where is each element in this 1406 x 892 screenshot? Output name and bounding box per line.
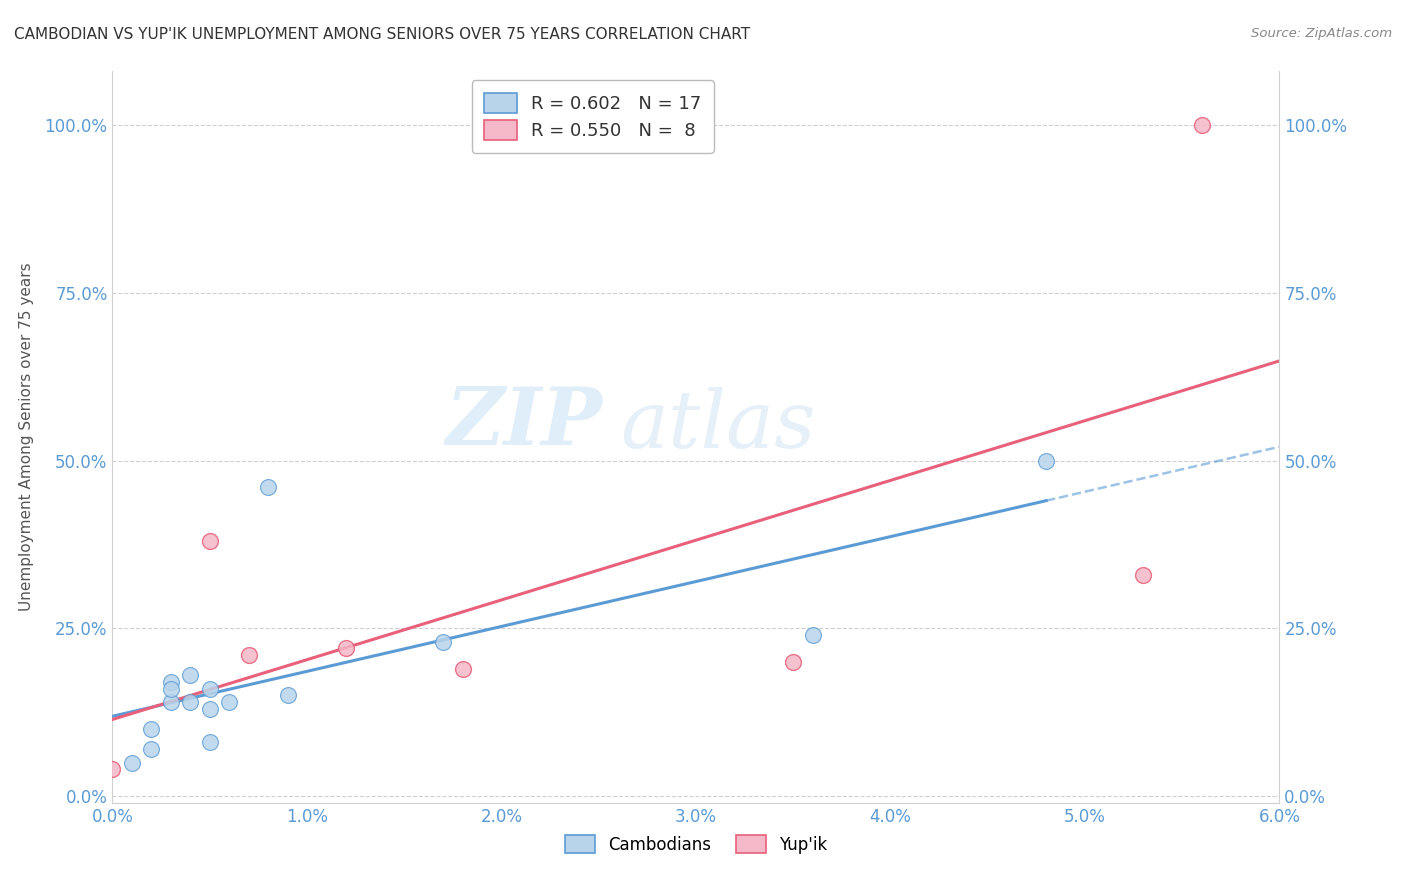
Point bbox=[1035, 453, 1057, 467]
Text: atlas: atlas bbox=[620, 387, 815, 465]
Point bbox=[276, 689, 298, 703]
Point bbox=[179, 695, 201, 709]
Point bbox=[335, 641, 357, 656]
Point bbox=[782, 655, 804, 669]
Point bbox=[198, 702, 221, 716]
Point bbox=[160, 675, 183, 690]
Point bbox=[1132, 567, 1154, 582]
Point bbox=[257, 480, 280, 494]
Point bbox=[198, 735, 221, 749]
Point bbox=[179, 668, 201, 682]
Point bbox=[198, 534, 221, 549]
Point bbox=[801, 628, 824, 642]
Point bbox=[238, 648, 260, 662]
Point bbox=[432, 634, 454, 648]
Point bbox=[121, 756, 143, 770]
Point bbox=[160, 681, 183, 696]
Text: Source: ZipAtlas.com: Source: ZipAtlas.com bbox=[1251, 27, 1392, 40]
Y-axis label: Unemployment Among Seniors over 75 years: Unemployment Among Seniors over 75 years bbox=[18, 263, 34, 611]
Point bbox=[218, 695, 240, 709]
Legend: Cambodians, Yup'ik: Cambodians, Yup'ik bbox=[558, 829, 834, 860]
Point bbox=[160, 695, 183, 709]
Point bbox=[141, 722, 163, 736]
Point bbox=[451, 662, 474, 676]
Point bbox=[141, 742, 163, 756]
Point bbox=[198, 681, 221, 696]
Text: ZIP: ZIP bbox=[446, 384, 603, 461]
Point bbox=[1191, 118, 1213, 132]
Text: CAMBODIAN VS YUP'IK UNEMPLOYMENT AMONG SENIORS OVER 75 YEARS CORRELATION CHART: CAMBODIAN VS YUP'IK UNEMPLOYMENT AMONG S… bbox=[14, 27, 751, 42]
Point bbox=[101, 762, 124, 776]
